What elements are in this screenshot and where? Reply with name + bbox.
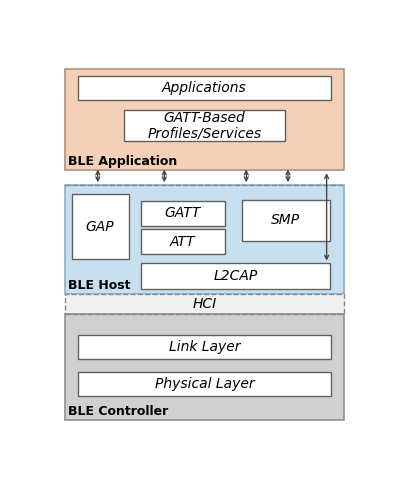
Bar <box>78 76 331 100</box>
Text: Link Layer: Link Layer <box>169 340 240 354</box>
Text: ATT: ATT <box>170 235 196 249</box>
Bar <box>141 264 330 288</box>
Bar <box>78 372 331 396</box>
Bar <box>141 201 225 226</box>
Bar <box>71 194 129 259</box>
Bar <box>65 314 344 420</box>
Bar <box>78 335 331 359</box>
Bar <box>141 229 225 254</box>
Text: SMP: SMP <box>271 213 300 227</box>
Text: L2CAP: L2CAP <box>213 269 257 283</box>
Bar <box>65 69 344 170</box>
Text: BLE Controller: BLE Controller <box>69 405 169 418</box>
Text: BLE Host: BLE Host <box>69 279 131 292</box>
Text: GAP: GAP <box>86 220 115 234</box>
Text: Applications: Applications <box>162 81 247 95</box>
Bar <box>65 294 344 314</box>
Text: GATT-Based
Profiles/Services: GATT-Based Profiles/Services <box>147 110 262 141</box>
Text: Physical Layer: Physical Layer <box>155 377 254 391</box>
Text: BLE Application: BLE Application <box>69 156 178 168</box>
Bar <box>65 185 344 294</box>
Bar <box>242 200 330 240</box>
Text: HCI: HCI <box>192 297 217 312</box>
Bar <box>124 110 285 141</box>
Text: GATT: GATT <box>165 206 201 220</box>
